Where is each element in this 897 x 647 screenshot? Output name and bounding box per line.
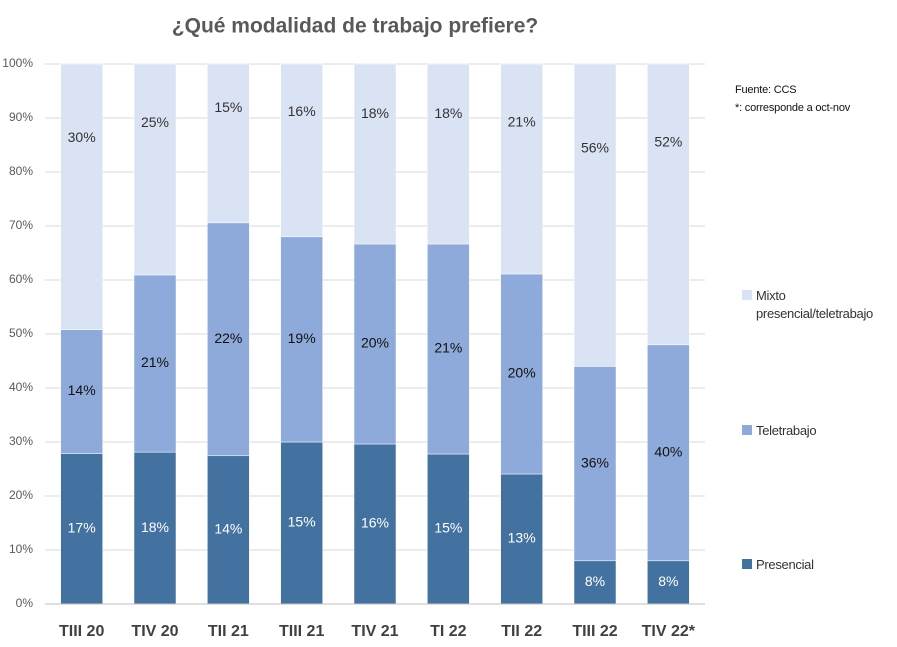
y-tick-label: 90% [9, 110, 33, 124]
data-label: 36% [581, 454, 609, 470]
footnote: *: corresponde a oct-nov [735, 102, 851, 114]
x-tick-label: TI 22 [430, 623, 467, 640]
bar-segment [500, 473, 543, 605]
data-label: 15% [214, 99, 242, 115]
legend-label: Teletrabajo [756, 423, 817, 438]
data-label: 16% [361, 515, 389, 531]
bar-segment [573, 366, 617, 562]
bar-segment [647, 560, 690, 605]
bar-segment [60, 63, 103, 330]
data-label: 56% [581, 139, 609, 155]
x-tick-label: TII 21 [208, 623, 249, 640]
source-note: Fuente: CCS [735, 84, 797, 96]
data-label: 18% [434, 105, 462, 121]
data-label: 14% [214, 521, 242, 537]
x-tick-label: TIV 21 [351, 623, 398, 640]
y-tick-label: 70% [9, 218, 33, 232]
y-tick-label: 10% [9, 542, 33, 556]
bar-segment [353, 243, 397, 445]
legend-item: Teletrabajo [742, 422, 892, 440]
data-label: 21% [508, 114, 536, 130]
legend-swatch [742, 559, 752, 569]
data-label: 15% [288, 514, 316, 530]
bar-segment [60, 329, 103, 454]
legend-swatch [742, 290, 752, 300]
legend-item: Presencial [742, 556, 892, 574]
x-tick-label: TIII 22 [572, 623, 617, 640]
data-label: 22% [214, 330, 242, 346]
data-label: 17% [68, 519, 96, 535]
y-tick-label: 40% [9, 380, 33, 394]
data-label: 18% [141, 519, 169, 535]
data-label: 8% [585, 573, 605, 589]
data-label: 40% [654, 444, 682, 460]
bar-segment [353, 443, 397, 605]
bar-segment [207, 455, 250, 605]
bar-segment [133, 63, 177, 276]
y-tick-label: 20% [9, 488, 33, 502]
bar-segment [500, 273, 543, 475]
bar-segment [427, 63, 470, 245]
data-label: 8% [658, 573, 678, 589]
x-tick-label: TIII 20 [59, 623, 104, 640]
bar-segment [280, 441, 323, 605]
data-label: 52% [654, 133, 682, 149]
bar-segment [500, 63, 543, 275]
x-tick-label: TIV 20 [131, 623, 178, 640]
data-label: 25% [141, 114, 169, 130]
chart-title: ¿Qué modalidad de trabajo prefiere? [172, 15, 538, 38]
legend-label: Mixto presencial/teletrabajo [756, 288, 873, 321]
data-label: 20% [508, 365, 536, 381]
bar-segment [647, 344, 690, 562]
x-tick-label: TIV 22* [642, 623, 696, 640]
y-tick-label: 50% [9, 326, 33, 340]
y-tick-label: 0% [16, 596, 34, 610]
data-label: 13% [508, 530, 536, 546]
legend-swatch [742, 425, 752, 435]
bar-segment [427, 243, 470, 455]
bar-segment [133, 451, 177, 605]
legend-item: Mixto presencial/teletrabajo [742, 287, 892, 323]
data-label: 21% [141, 354, 169, 370]
y-tick-label: 80% [9, 164, 33, 178]
x-tick-label: TII 22 [501, 623, 542, 640]
data-label: 18% [361, 105, 389, 121]
y-tick-label: 100% [2, 56, 33, 70]
data-label: 21% [434, 340, 462, 356]
y-tick-label: 60% [9, 272, 33, 286]
data-label: 16% [288, 103, 316, 119]
bar-segment [207, 63, 250, 224]
bar-segment [647, 63, 690, 346]
data-label: 14% [68, 382, 96, 398]
bar-segment [60, 453, 103, 605]
bar-segment [280, 63, 323, 238]
bar-segment [280, 236, 323, 443]
x-tick-label: TIII 21 [279, 623, 324, 640]
data-label: 19% [288, 330, 316, 346]
data-label: 30% [68, 129, 96, 145]
bar-segment [573, 560, 617, 605]
data-label: 20% [361, 335, 389, 351]
bar-segment [427, 453, 470, 605]
bar-segment [353, 63, 397, 245]
bar-segment [133, 274, 177, 453]
bar-segment [207, 222, 250, 457]
legend-label: Presencial [756, 557, 814, 572]
data-label: 15% [434, 520, 462, 536]
bar-segment [573, 63, 617, 367]
y-tick-label: 30% [9, 434, 33, 448]
